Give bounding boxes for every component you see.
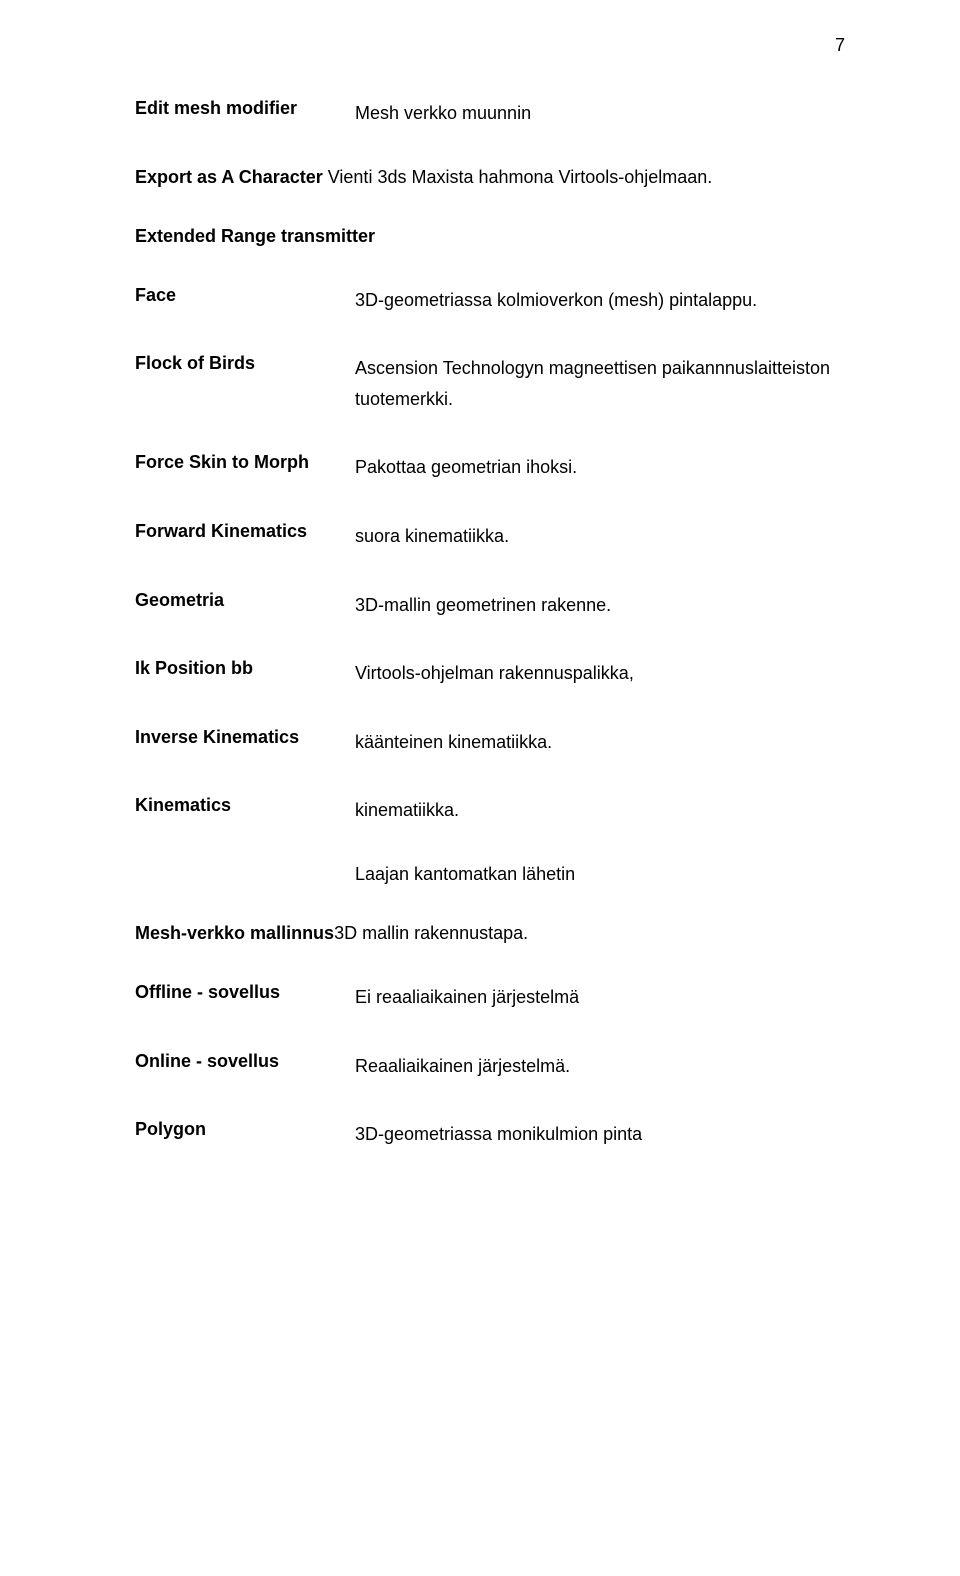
def-ik: Virtools-ohjelman rakennuspalikka, bbox=[355, 658, 850, 689]
entry-flock: Flock of Birds Ascension Technologyn mag… bbox=[135, 353, 850, 414]
def-face: 3D-geometriassa kolmioverkon (mesh) pint… bbox=[355, 285, 850, 316]
entry-geometria: Geometria 3D-mallin geometrinen rakenne. bbox=[135, 590, 850, 621]
term-online: Online - sovellus bbox=[135, 1051, 355, 1072]
term-face: Face bbox=[135, 285, 355, 306]
def-flock: Ascension Technologyn magneettisen paika… bbox=[355, 353, 850, 414]
entry-face: Face 3D-geometriassa kolmioverkon (mesh)… bbox=[135, 285, 850, 316]
term-edit-mesh: Edit mesh modifier bbox=[135, 98, 355, 129]
def-kinematics: kinematiikka. bbox=[355, 795, 850, 826]
entry-forward: Forward Kinematics suora kinematiikka. bbox=[135, 521, 850, 552]
entry-inverse: Inverse Kinematics käänteinen kinematiik… bbox=[135, 727, 850, 758]
def-force: Pakottaa geometrian ihoksi. bbox=[355, 452, 850, 483]
term-flock: Flock of Birds bbox=[135, 353, 355, 374]
top-entries: Edit mesh modifier Mesh verkko muunnin E… bbox=[135, 98, 850, 247]
def-export: Vienti 3ds Maxista hahmona Virtools-ohje… bbox=[323, 167, 713, 187]
document-page: 7 Edit mesh modifier Mesh verkko muunnin… bbox=[0, 0, 960, 1576]
term-offline: Offline - sovellus bbox=[135, 982, 355, 1003]
entry-extended: Extended Range transmitter bbox=[135, 226, 850, 247]
term-geometria: Geometria bbox=[135, 590, 355, 611]
entry-ik: Ik Position bb Virtools-ohjelman rakennu… bbox=[135, 658, 850, 689]
entry-force: Force Skin to Morph Pakottaa geometrian … bbox=[135, 452, 850, 483]
term-export: Export as A Character bbox=[135, 167, 323, 187]
def-edit-mesh: Mesh verkko muunnin bbox=[355, 98, 850, 129]
entry-offline: Offline - sovellus Ei reaaliaikainen jär… bbox=[135, 982, 850, 1013]
term-inverse: Inverse Kinematics bbox=[135, 727, 355, 748]
def-mesh: 3D mallin rakennustapa. bbox=[334, 923, 528, 943]
def-geometria: 3D-mallin geometrinen rakenne. bbox=[355, 590, 850, 621]
term-forward: Forward Kinematics bbox=[135, 521, 355, 542]
def-online: Reaaliaikainen järjestelmä. bbox=[355, 1051, 850, 1082]
entry-polygon: Polygon 3D-geometriassa monikulmion pint… bbox=[135, 1119, 850, 1150]
term-mesh: Mesh-verkko mallinnus bbox=[135, 923, 334, 943]
def-forward: suora kinematiikka. bbox=[355, 521, 850, 552]
term-force: Force Skin to Morph bbox=[135, 452, 355, 473]
term-polygon: Polygon bbox=[135, 1119, 355, 1140]
entry-mesh: Mesh-verkko mallinnus3D mallin rakennust… bbox=[135, 923, 850, 944]
entry-edit-mesh: Edit mesh modifier Mesh verkko muunnin bbox=[135, 98, 850, 129]
term-extended: Extended Range transmitter bbox=[135, 226, 375, 246]
def-offline: Ei reaaliaikainen järjestelmä bbox=[355, 982, 850, 1013]
def-polygon: 3D-geometriassa monikulmion pinta bbox=[355, 1119, 850, 1150]
page-number: 7 bbox=[835, 35, 845, 56]
entry-export: Export as A Character Vienti 3ds Maxista… bbox=[135, 167, 850, 188]
def-inverse: käänteinen kinematiikka. bbox=[355, 727, 850, 758]
term-ik: Ik Position bb bbox=[135, 658, 355, 679]
def-laajan: Laajan kantomatkan lähetin bbox=[355, 864, 850, 885]
entry-kinematics: Kinematics kinematiikka. bbox=[135, 795, 850, 826]
entry-online: Online - sovellus Reaaliaikainen järjest… bbox=[135, 1051, 850, 1082]
term-kinematics: Kinematics bbox=[135, 795, 355, 816]
